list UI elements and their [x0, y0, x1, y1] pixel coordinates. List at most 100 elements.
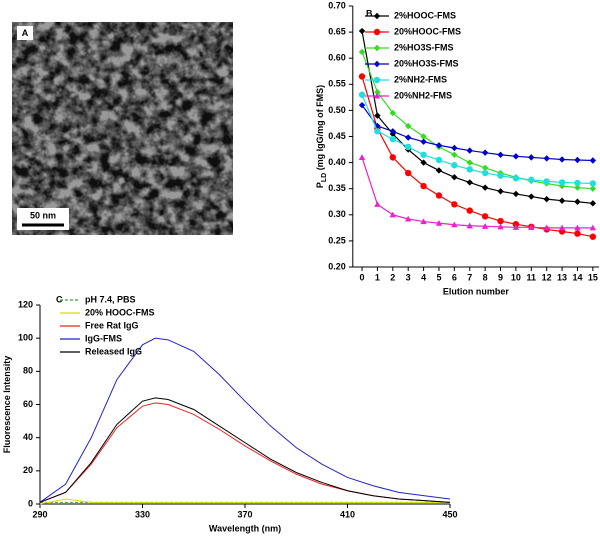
marker — [589, 157, 597, 164]
x-tick-label: 410 — [340, 509, 355, 519]
marker — [466, 166, 473, 173]
marker — [481, 169, 489, 177]
marker — [420, 138, 427, 145]
marker — [420, 182, 427, 190]
marker — [558, 224, 566, 231]
legend-label: Released IgG — [85, 346, 142, 356]
series-line — [361, 30, 593, 204]
marker — [389, 109, 397, 117]
marker — [420, 218, 427, 225]
marker — [574, 184, 581, 191]
x-tick-label: 11 — [527, 272, 537, 282]
y-tick-label: 0.50 — [328, 105, 346, 115]
series-line — [39, 337, 451, 503]
marker — [374, 112, 381, 119]
y-tick-label: 0.65 — [328, 26, 346, 36]
marker — [466, 147, 473, 154]
y-axis-label: Fluorescence Intensity — [2, 356, 12, 454]
marker — [497, 217, 504, 225]
y-tick-label: 0.35 — [328, 183, 346, 193]
x-axis-label: Elution number — [443, 286, 509, 296]
legend-label: 2%HOOC-FMS — [394, 10, 456, 20]
marker — [373, 76, 381, 84]
marker — [451, 174, 458, 181]
marker — [574, 198, 581, 205]
x-axis-label: Wavelength (nm) — [209, 523, 281, 533]
series-line — [39, 402, 451, 503]
series-line — [361, 76, 593, 238]
legend-label: pH 7.4, PBS — [85, 294, 136, 304]
marker — [358, 154, 366, 160]
legend-label: 20%HO3S-FMS — [394, 58, 459, 68]
x-tick-label: 1 — [375, 272, 380, 282]
series-line — [39, 498, 450, 505]
marker — [389, 135, 397, 143]
y-tick-label: 0.45 — [328, 131, 346, 141]
marker — [374, 201, 381, 207]
x-tick-label: 3 — [406, 272, 411, 282]
x-tick-label: 9 — [498, 272, 503, 282]
marker — [374, 88, 381, 96]
marker — [373, 92, 381, 99]
marker — [466, 207, 473, 214]
series-line — [361, 94, 593, 185]
marker — [574, 224, 581, 231]
y-axis-label-part: LD — [321, 173, 328, 182]
tem-image: A 50 nm — [12, 22, 233, 235]
marker — [451, 144, 458, 152]
marker — [435, 192, 443, 199]
panel-label: B — [366, 8, 373, 18]
marker — [497, 188, 504, 195]
x-tick-label: 10 — [511, 272, 521, 282]
y-tick-label: 0 — [28, 498, 33, 508]
marker — [404, 215, 412, 222]
marker — [481, 184, 489, 191]
y-tick-label: 0.30 — [328, 209, 346, 219]
marker — [358, 91, 366, 98]
series-line — [361, 104, 593, 162]
marker — [558, 182, 566, 190]
y-tick-label: 40 — [23, 432, 33, 442]
y-tick-label: 0.55 — [328, 79, 346, 89]
marker — [374, 128, 381, 135]
marker — [373, 60, 381, 68]
legend-label: IgG-FMS — [85, 333, 122, 343]
marker — [451, 162, 458, 169]
y-tick-label: 0.60 — [328, 53, 346, 63]
legend-label: 20%NH2-FMS — [394, 90, 452, 100]
series-line — [361, 51, 593, 190]
x-tick-label: 12 — [542, 272, 552, 282]
legend-label: 2%HO3S-FMS — [394, 42, 454, 52]
panel-label: C — [56, 294, 63, 304]
marker — [558, 156, 566, 163]
chart: 0 20 40 60 80 100 120 290 330 370 410 450 Wavelength… — [2, 294, 457, 533]
marker — [574, 230, 581, 237]
marker — [404, 122, 412, 130]
x-tick-label: 15 — [588, 272, 598, 282]
marker — [466, 159, 473, 166]
marker — [558, 197, 566, 204]
x-tick-label: 450 — [442, 509, 457, 519]
marker — [528, 154, 535, 161]
x-tick-label: 290 — [32, 509, 47, 519]
marker — [435, 156, 443, 164]
marker — [589, 180, 597, 187]
legend-label: 20%HOOC-FMS — [394, 26, 461, 36]
marker — [558, 179, 566, 186]
x-tick-label: 8 — [483, 272, 488, 282]
marker — [497, 151, 504, 158]
series-line — [361, 157, 593, 229]
y-axis-label-part: P — [315, 182, 325, 188]
marker — [373, 28, 381, 36]
marker — [543, 155, 550, 162]
x-tick-label: 370 — [237, 509, 252, 519]
marker — [358, 27, 366, 35]
marker — [420, 159, 427, 166]
marker — [589, 185, 597, 192]
marker — [481, 149, 489, 156]
marker — [358, 48, 366, 56]
marker — [543, 224, 550, 231]
legend-label: Free Rat IgG — [85, 320, 139, 330]
marker — [574, 179, 581, 187]
